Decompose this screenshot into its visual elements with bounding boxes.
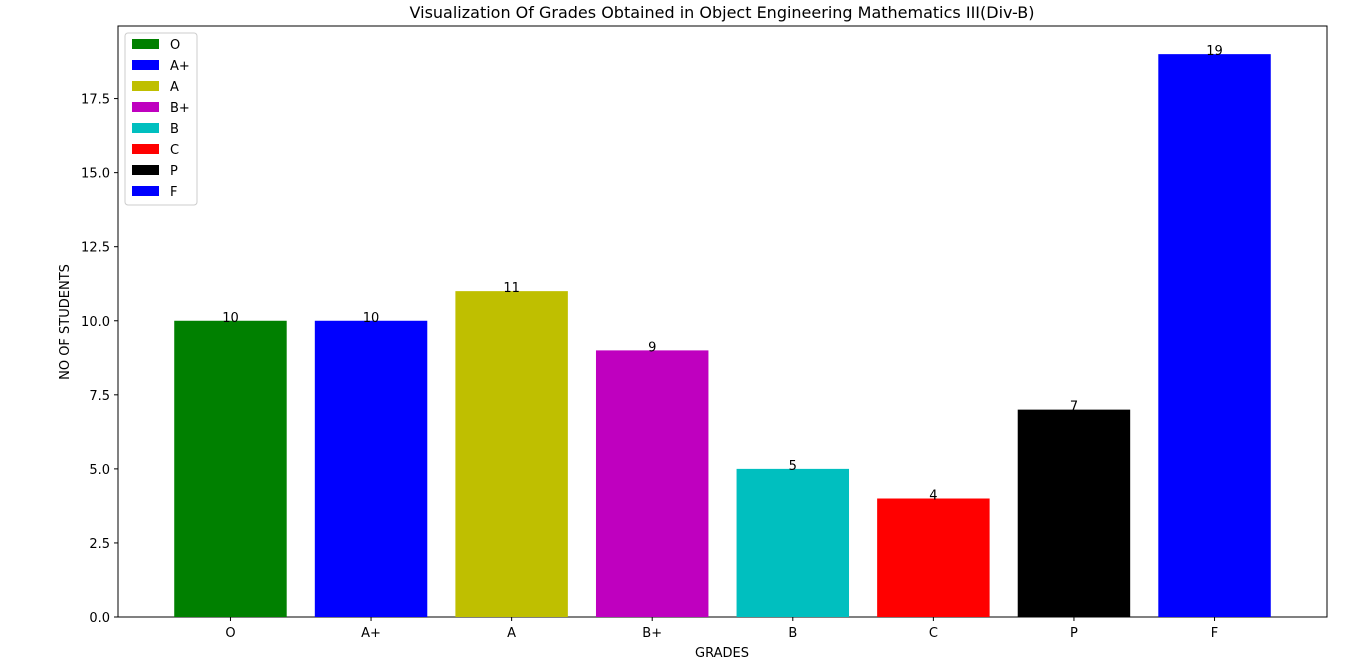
- x-tick-label: C: [929, 626, 938, 641]
- bar-value-label: 4: [929, 489, 937, 504]
- bar-value-label: 7: [1070, 400, 1078, 415]
- legend-swatch: [132, 123, 159, 133]
- y-tick-label: 10.0: [81, 315, 110, 330]
- bar-b-plus: [595, 350, 709, 617]
- legend-label: C: [170, 143, 179, 158]
- legend-frame: [124, 32, 198, 206]
- x-tick-label: A+: [361, 626, 381, 641]
- bar-o: [174, 320, 287, 617]
- legend-label: P: [170, 164, 178, 179]
- x-tick-label: P: [1070, 626, 1078, 641]
- legend-swatch: [132, 144, 159, 154]
- legend-label: F: [170, 185, 177, 200]
- y-tick-label: 17.5: [81, 93, 110, 108]
- bar-p: [1017, 409, 1131, 617]
- bar-value-label: 19: [1206, 44, 1223, 59]
- bar-value-labels: 10 10 11 9 5 4 7 19: [222, 44, 1223, 503]
- y-tick-label: 5.0: [89, 463, 110, 478]
- x-axis-label: GRADES: [695, 646, 749, 661]
- legend-swatch: [132, 60, 159, 70]
- legend-swatch: [132, 102, 159, 112]
- bars: [174, 54, 1271, 617]
- legend-label: B+: [170, 101, 190, 116]
- x-tick-label: F: [1211, 626, 1218, 641]
- y-axis-ticks: 0.0 2.5 5.0 7.5 10.0 12.5 15.0 17.5: [81, 93, 118, 626]
- legend-label: A+: [170, 59, 190, 74]
- x-axis-ticks: O A+ A B+ B C P F: [225, 617, 1218, 641]
- bar-c: [877, 498, 990, 617]
- bar-value-label: 10: [222, 311, 239, 326]
- legend-label: A: [170, 80, 179, 95]
- y-tick-label: 12.5: [81, 241, 110, 256]
- bar-value-label: 5: [789, 459, 797, 474]
- axes-frame: [117, 25, 1328, 618]
- legend-swatch: [132, 39, 159, 49]
- y-tick-label: 15.0: [81, 167, 110, 182]
- x-tick-label: B+: [642, 626, 662, 641]
- bar-value-label: 9: [648, 340, 656, 355]
- x-tick-label: B: [788, 626, 797, 641]
- legend-label: O: [170, 38, 180, 53]
- legend-swatch: [132, 165, 159, 175]
- bar-f: [1158, 54, 1271, 617]
- bar-a: [455, 291, 568, 617]
- bar-b: [736, 468, 850, 617]
- y-tick-label: 2.5: [89, 537, 110, 552]
- x-tick-label: A: [507, 626, 516, 641]
- y-tick-label: 0.0: [89, 611, 110, 626]
- legend-swatch: [132, 186, 159, 196]
- y-tick-label: 7.5: [89, 389, 110, 404]
- x-tick-label: O: [225, 626, 235, 641]
- legend-label: B: [170, 122, 179, 137]
- y-axis-label: NO OF STUDENTS: [58, 264, 73, 380]
- legend-swatch: [132, 81, 159, 91]
- chart-title: Visualization Of Grades Obtained in Obje…: [410, 3, 1035, 22]
- bar-value-label: 10: [363, 311, 380, 326]
- bar-a-plus: [314, 320, 428, 617]
- bar-value-label: 11: [503, 281, 520, 296]
- plot-area: [117, 25, 1328, 618]
